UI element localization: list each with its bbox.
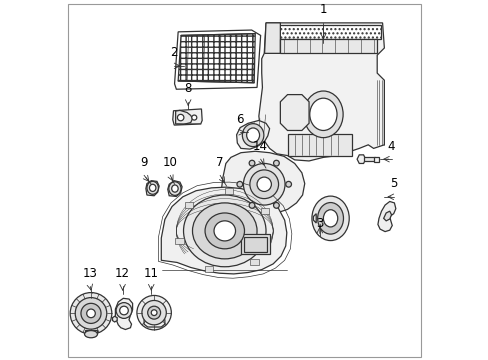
Text: 3: 3	[315, 217, 323, 230]
Polygon shape	[260, 208, 269, 214]
Ellipse shape	[323, 210, 337, 227]
Circle shape	[137, 296, 171, 330]
Circle shape	[191, 115, 196, 120]
Ellipse shape	[183, 195, 265, 267]
Ellipse shape	[249, 170, 278, 199]
Polygon shape	[167, 181, 182, 197]
Polygon shape	[264, 23, 280, 53]
Ellipse shape	[214, 221, 235, 241]
Text: 7: 7	[216, 156, 224, 169]
Polygon shape	[161, 187, 286, 274]
Circle shape	[86, 309, 95, 318]
Ellipse shape	[246, 128, 259, 142]
Circle shape	[142, 301, 166, 325]
Ellipse shape	[204, 213, 244, 249]
Polygon shape	[85, 329, 97, 334]
Polygon shape	[224, 188, 233, 194]
Ellipse shape	[192, 203, 257, 259]
Text: 2: 2	[170, 46, 177, 59]
Polygon shape	[265, 25, 380, 39]
Polygon shape	[115, 298, 132, 329]
Polygon shape	[356, 155, 365, 163]
Bar	[287, 134, 351, 156]
Polygon shape	[383, 211, 391, 221]
Polygon shape	[236, 121, 269, 149]
Polygon shape	[280, 95, 308, 130]
Circle shape	[249, 203, 254, 208]
Polygon shape	[178, 33, 255, 83]
Bar	[241, 234, 269, 254]
Text: 8: 8	[184, 82, 191, 95]
Circle shape	[273, 203, 279, 208]
Circle shape	[75, 298, 106, 329]
Text: 11: 11	[143, 267, 159, 280]
Ellipse shape	[168, 182, 181, 195]
Ellipse shape	[149, 184, 156, 192]
Circle shape	[237, 181, 242, 187]
Ellipse shape	[309, 98, 336, 130]
Polygon shape	[221, 151, 304, 215]
Ellipse shape	[171, 185, 178, 192]
Circle shape	[249, 160, 254, 166]
Polygon shape	[280, 39, 376, 53]
Polygon shape	[175, 111, 192, 124]
Ellipse shape	[243, 163, 285, 205]
Polygon shape	[74, 293, 108, 332]
Polygon shape	[250, 259, 259, 265]
Polygon shape	[175, 238, 183, 244]
Polygon shape	[184, 202, 193, 208]
Polygon shape	[258, 23, 384, 161]
Circle shape	[177, 114, 183, 121]
Bar	[364, 157, 374, 161]
Ellipse shape	[311, 196, 348, 240]
Bar	[373, 157, 378, 162]
Circle shape	[285, 181, 291, 187]
Ellipse shape	[147, 181, 158, 194]
Polygon shape	[174, 30, 260, 89]
Circle shape	[116, 303, 132, 318]
Ellipse shape	[303, 91, 343, 138]
Text: 13: 13	[82, 267, 98, 280]
Text: 14: 14	[253, 140, 267, 153]
Polygon shape	[313, 214, 316, 223]
Ellipse shape	[84, 330, 97, 338]
Polygon shape	[144, 318, 164, 327]
Polygon shape	[172, 109, 202, 125]
Circle shape	[81, 303, 101, 323]
Ellipse shape	[242, 123, 264, 147]
Circle shape	[120, 306, 128, 315]
Polygon shape	[145, 181, 159, 196]
Text: 1: 1	[319, 4, 326, 17]
Polygon shape	[204, 266, 213, 271]
Text: 12: 12	[115, 267, 130, 280]
Text: 10: 10	[163, 156, 177, 169]
Text: 4: 4	[387, 140, 394, 153]
Circle shape	[147, 306, 160, 319]
Ellipse shape	[257, 177, 271, 192]
Circle shape	[70, 293, 112, 334]
Polygon shape	[112, 316, 117, 322]
Circle shape	[151, 310, 157, 315]
Circle shape	[273, 160, 279, 166]
Polygon shape	[377, 202, 395, 231]
Text: 5: 5	[389, 177, 397, 190]
Text: 9: 9	[140, 156, 147, 169]
Ellipse shape	[317, 203, 343, 234]
Bar	[244, 237, 266, 252]
Text: 6: 6	[236, 113, 243, 126]
